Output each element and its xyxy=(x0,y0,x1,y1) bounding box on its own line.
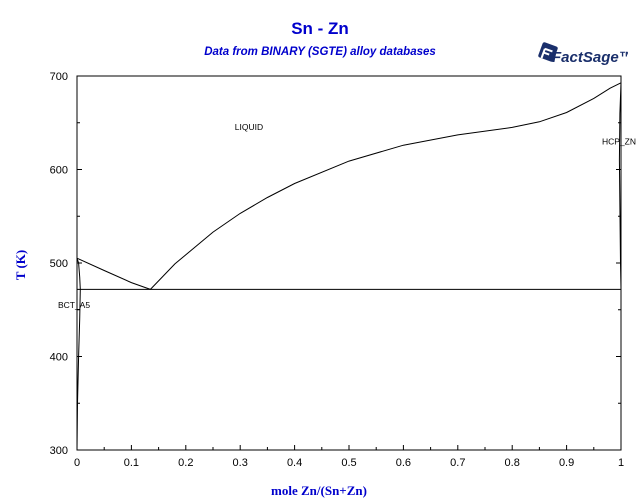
chart-title: Sn - Zn xyxy=(291,19,349,38)
x-tick-label: 0.3 xyxy=(233,457,248,469)
factsage-logo-graphic: FactSage™ xyxy=(538,42,634,66)
x-axis-label: mole Zn/(Sn+Zn) xyxy=(271,483,367,498)
y-tick-label: 300 xyxy=(50,445,68,457)
y-tick-label: 600 xyxy=(50,165,68,177)
x-tick-label: 0.9 xyxy=(559,457,574,469)
x-tick-label: 0.7 xyxy=(450,457,465,469)
plot-frame xyxy=(76,75,622,451)
factsage-logo: FactSage™ xyxy=(538,40,634,72)
phase-boundary-3 xyxy=(618,82,622,290)
y-tick-label: 700 xyxy=(50,71,68,83)
x-tick-label: 0.8 xyxy=(505,457,520,469)
x-tick-label: 1 xyxy=(618,457,624,469)
y-tick-label: 500 xyxy=(50,258,68,270)
x-tick-label: 0.4 xyxy=(287,457,302,469)
phase-boundary-2 xyxy=(76,258,81,451)
x-tick-label: 0.1 xyxy=(124,457,139,469)
phase-label: BCT_A5 xyxy=(58,300,90,310)
x-tick-label: 0.5 xyxy=(341,457,356,469)
chart-subtitle: Data from BINARY (SGTE) alloy databases xyxy=(204,46,436,58)
y-axis-label: T (K) xyxy=(13,250,28,280)
x-tick-label: 0.2 xyxy=(178,457,193,469)
svg-text:FactSage™: FactSage™ xyxy=(552,49,628,66)
phase-label: LIQUID xyxy=(235,122,263,132)
phase-boundary-0 xyxy=(76,82,622,290)
x-tick-label: 0.6 xyxy=(396,457,411,469)
phase-label: HCP_ZN xyxy=(602,136,636,146)
y-tick-label: 400 xyxy=(50,352,68,364)
x-tick-label: 0 xyxy=(74,457,80,469)
